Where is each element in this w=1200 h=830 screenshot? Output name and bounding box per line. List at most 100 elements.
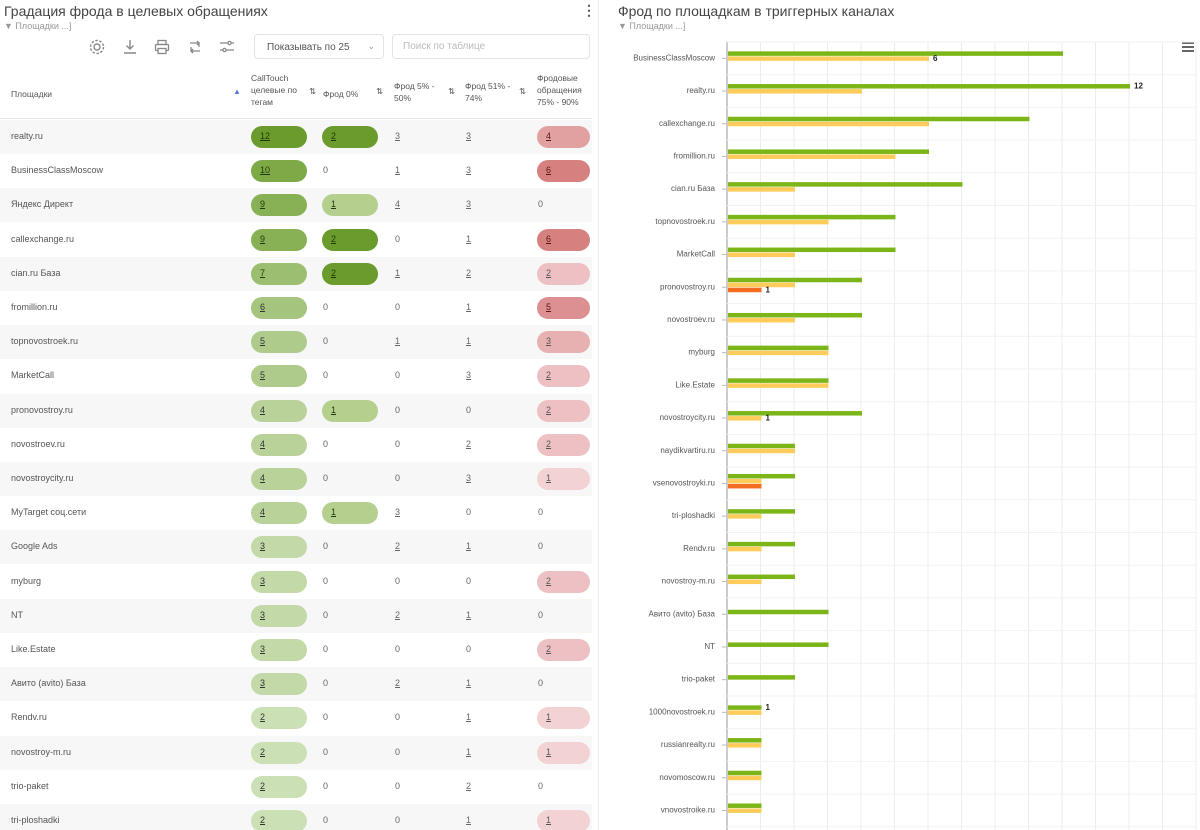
calltouch-cell[interactable]: 5: [251, 331, 307, 354]
table-search-input[interactable]: [392, 34, 590, 59]
fraud0-cell[interactable]: 2: [322, 126, 378, 148]
sort-icon[interactable]: ⇅: [448, 86, 456, 96]
fraud75-cell[interactable]: 2: [537, 639, 590, 661]
fraud75-cell[interactable]: 6: [537, 160, 590, 183]
col-header-fraud0[interactable]: Фрод 0%: [323, 89, 359, 99]
filter-indicator[interactable]: ▼ Площадки ...]: [4, 21, 72, 31]
fraud51-cell[interactable]: 1: [466, 678, 472, 689]
gear-icon[interactable]: [88, 38, 106, 56]
fraud5-cell[interactable]: 1: [395, 165, 401, 176]
table-row[interactable]: callexchange.ru 9 2 0 1 6: [0, 223, 592, 257]
table-row[interactable]: myburg 3 0 0 0 2: [0, 565, 592, 599]
fraud0-cell[interactable]: 1: [322, 502, 378, 525]
table-row[interactable]: Like.Estate 3 0 0 0 2: [0, 633, 592, 667]
table-row[interactable]: MarketCall 5 0 0 3 2: [0, 359, 592, 393]
fraud5-cell[interactable]: 1: [395, 336, 401, 347]
fraud51-cell[interactable]: 1: [466, 609, 472, 620]
calltouch-cell[interactable]: 2: [251, 707, 307, 730]
fraud5-cell[interactable]: 2: [395, 541, 401, 552]
calltouch-cell[interactable]: 12: [251, 126, 307, 148]
calltouch-cell[interactable]: 6: [251, 297, 307, 319]
calltouch-cell[interactable]: 2: [251, 775, 307, 798]
filter-settings-icon[interactable]: [218, 38, 236, 56]
fraud51-cell[interactable]: 1: [466, 233, 472, 244]
fraud5-cell[interactable]: 4: [395, 199, 401, 210]
fraud51-cell[interactable]: 1: [466, 746, 472, 757]
col-header-fraud5[interactable]: Фрод 5% - 50%: [394, 81, 435, 103]
calltouch-cell[interactable]: 4: [251, 468, 307, 490]
sort-icon[interactable]: ⇅: [309, 86, 317, 96]
fraud75-cell[interactable]: 1: [537, 741, 590, 764]
fraud51-cell[interactable]: 1: [466, 712, 472, 723]
calltouch-cell[interactable]: 5: [251, 365, 307, 388]
fraud75-cell[interactable]: 1: [537, 707, 590, 730]
calltouch-cell[interactable]: 7: [251, 262, 307, 285]
fraud0-cell[interactable]: 1: [322, 194, 378, 217]
fraud51-cell[interactable]: 3: [466, 131, 472, 141]
calltouch-cell[interactable]: 3: [251, 673, 307, 696]
fraud51-cell[interactable]: 3: [466, 473, 472, 483]
table-row[interactable]: Авито (avito) База 3 0 2 1 0: [0, 667, 592, 702]
table-row[interactable]: MyTarget соц.сети 4 1 3 0 0: [0, 496, 592, 530]
fraud51-cell[interactable]: 3: [466, 370, 472, 381]
table-row[interactable]: pronovostroy.ru 4 1 0 0 2: [0, 393, 592, 428]
calltouch-cell[interactable]: 10: [251, 160, 307, 183]
table-row[interactable]: BusinessClassMoscow 10 0 1 3 6: [0, 154, 592, 188]
fraud0-cell[interactable]: 2: [322, 228, 378, 251]
fraud51-cell[interactable]: 1: [466, 336, 472, 347]
col-header-platform[interactable]: Площадки: [11, 89, 53, 99]
fraud75-cell[interactable]: 4: [537, 126, 590, 148]
table-row[interactable]: novostroycity.ru 4 0 0 3 1: [0, 462, 592, 496]
fraud75-cell[interactable]: 2: [537, 570, 590, 593]
col-header-fraud75[interactable]: Фродовые обращения 75% - 90%: [537, 73, 582, 107]
calltouch-cell[interactable]: 2: [251, 741, 307, 764]
table-row[interactable]: novostroy-m.ru 2 0 0 1 1: [0, 735, 592, 770]
fraud75-cell[interactable]: 3: [537, 331, 590, 354]
fraud5-cell[interactable]: 3: [395, 131, 401, 141]
fraud5-cell[interactable]: 3: [395, 507, 401, 518]
sort-asc-icon[interactable]: ▲: [233, 87, 241, 96]
calltouch-cell[interactable]: 4: [251, 433, 307, 456]
fraud5-cell[interactable]: 2: [395, 609, 401, 620]
calltouch-cell[interactable]: 3: [251, 570, 307, 593]
table-row[interactable]: cian.ru База 7 2 1 2 2: [0, 256, 592, 291]
fraud51-cell[interactable]: 1: [466, 815, 472, 825]
fraud0-cell[interactable]: 1: [322, 399, 378, 422]
table-row[interactable]: trio-paket 2 0 0 2 0: [0, 770, 592, 804]
table-row[interactable]: novostroev.ru 4 0 0 2 2: [0, 428, 592, 462]
sort-icon[interactable]: ⇅: [519, 86, 527, 96]
fraud51-cell[interactable]: 2: [466, 438, 472, 449]
table-row[interactable]: realty.ru 12 2 3 3 4: [0, 120, 592, 154]
fraud51-cell[interactable]: 2: [466, 780, 472, 791]
sort-icon[interactable]: ⇅: [376, 86, 384, 96]
fraud51-cell[interactable]: 2: [466, 267, 472, 278]
calltouch-cell[interactable]: 3: [251, 639, 307, 661]
fraud75-cell[interactable]: 2: [537, 399, 590, 422]
fraud75-cell[interactable]: 2: [537, 433, 590, 456]
calltouch-cell[interactable]: 3: [251, 536, 307, 559]
fraud75-cell[interactable]: 2: [537, 262, 590, 285]
hamburger-icon[interactable]: [1182, 42, 1196, 54]
refresh-icon[interactable]: [186, 38, 204, 56]
calltouch-cell[interactable]: 4: [251, 502, 307, 525]
fraud51-cell[interactable]: 3: [466, 165, 472, 176]
calltouch-cell[interactable]: 9: [251, 194, 307, 217]
chart-filter-indicator[interactable]: ▼ Площадки ...]: [618, 21, 686, 31]
fraud75-cell[interactable]: 6: [537, 228, 590, 251]
page-size-select[interactable]: Показывать по 25 ⌄: [254, 34, 384, 59]
fraud0-cell[interactable]: 2: [322, 262, 378, 285]
fraud75-cell[interactable]: 2: [537, 365, 590, 388]
calltouch-cell[interactable]: 9: [251, 228, 307, 251]
calltouch-cell[interactable]: 2: [251, 810, 307, 830]
calltouch-cell[interactable]: 4: [251, 399, 307, 422]
fraud75-cell[interactable]: 5: [537, 297, 590, 319]
table-row[interactable]: Rendv.ru 2 0 0 1 1: [0, 701, 592, 735]
table-row[interactable]: tri-ploshadki 2 0 0 1 1: [0, 804, 592, 830]
fraud75-cell[interactable]: 1: [537, 810, 590, 830]
col-header-calltouch[interactable]: CallTouch целевые по тегам: [251, 73, 297, 107]
fraud51-cell[interactable]: 3: [466, 199, 472, 210]
col-header-fraud51[interactable]: Фрод 51% - 74%: [465, 81, 511, 103]
table-row[interactable]: topnovostroek.ru 5 0 1 1 3: [0, 325, 592, 360]
fraud75-cell[interactable]: 1: [537, 468, 590, 490]
fraud5-cell[interactable]: 1: [395, 267, 401, 278]
